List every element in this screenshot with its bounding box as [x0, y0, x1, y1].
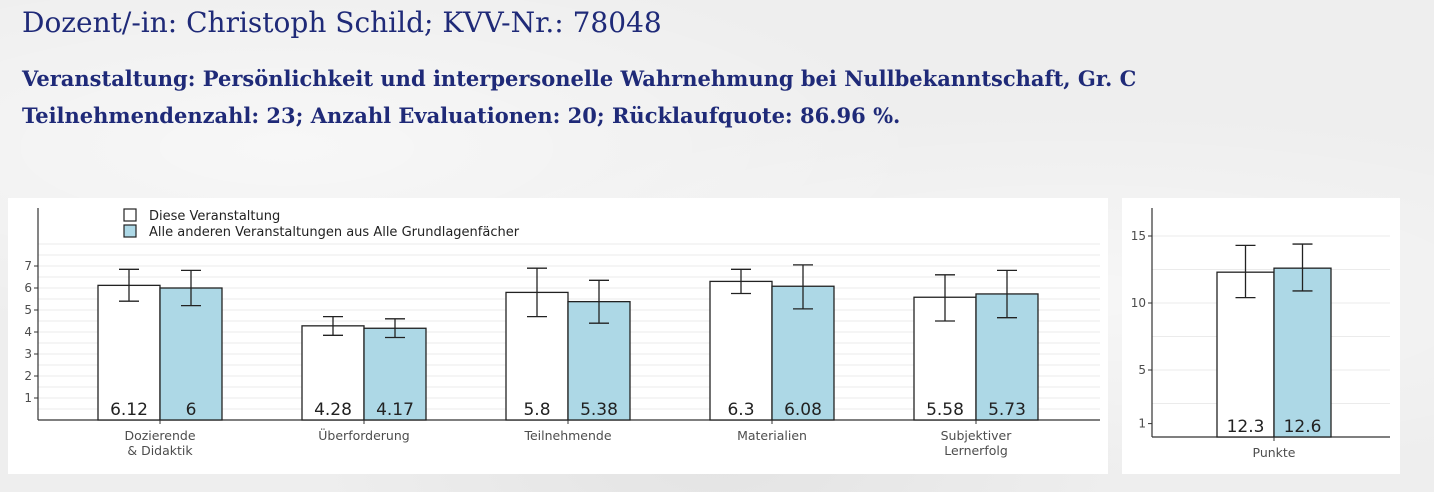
y-tick-label: 1: [24, 391, 32, 405]
bar-value-label: 5.8: [523, 400, 550, 420]
bar-value-label: 5.73: [988, 400, 1026, 420]
y-tick-label: 5: [1138, 363, 1146, 377]
main-chart-panel: 1 2 3 4 5 6 7 6.12 6 Dozierende & Didaktik 4.28 4.17…: [8, 198, 1108, 474]
legend-swatch: [123, 224, 137, 238]
page-title: Dozent/-in: Christoph Schild; KVV-Nr.: 7…: [22, 6, 662, 39]
bar-value-label: 12.3: [1227, 417, 1265, 437]
y-tick-label: 3: [24, 347, 32, 361]
x-tick-label: Materialien: [737, 428, 807, 443]
participation-info: Teilnehmendenzahl: 23; Anzahl Evaluation…: [22, 103, 901, 128]
y-tick-label: 15: [1131, 229, 1146, 243]
legend-swatch: [123, 208, 137, 222]
y-tick-label: 4: [24, 325, 32, 339]
bar-value-label: 4.28: [314, 400, 352, 420]
x-tick-label: Teilnehmende: [523, 428, 611, 443]
bar-value-label: 12.6: [1284, 417, 1322, 437]
x-tick-label: Überforderung: [318, 427, 409, 443]
bar-value-label: 4.17: [376, 400, 414, 420]
bar: [301, 325, 365, 421]
y-tick-label: 7: [24, 259, 32, 273]
legend-label: Diese Veranstaltung: [149, 209, 280, 224]
course-info: Veranstaltung: Persönlichkeit und interp…: [22, 66, 1137, 91]
bar-value-label: 6.12: [110, 400, 148, 420]
bar: [159, 287, 223, 421]
bar-value-label: 6: [186, 400, 197, 420]
x-tick-label: Dozierende & Didaktik: [124, 428, 195, 458]
bar: [709, 280, 773, 421]
bar: [363, 327, 427, 421]
y-tick-label: 2: [24, 369, 32, 383]
bar-value-label: 5.38: [580, 400, 618, 420]
x-tick-label: Punkte: [1253, 445, 1296, 460]
bar-value-label: 5.58: [926, 400, 964, 420]
points-chart-panel: 1 5 10 15 12.3 12.6 Punkte: [1122, 198, 1400, 474]
x-tick-label: Subjektiver Lernerfolg: [941, 428, 1013, 458]
y-tick-label: 10: [1131, 296, 1146, 310]
bar-value-label: 6.08: [784, 400, 822, 420]
y-tick-label: 5: [24, 303, 32, 317]
bar: [1273, 267, 1332, 438]
y-tick-label: 6: [24, 281, 32, 295]
y-tick-label: 1: [1138, 417, 1146, 431]
bar-value-label: 6.3: [727, 400, 754, 420]
legend-label: Alle anderen Veranstaltungen aus Alle Gr…: [149, 225, 520, 240]
main-bar-chart: 1 2 3 4 5 6 7 6.12 6 Dozierende & Didaktik 4.28 4.17…: [24, 208, 1100, 458]
